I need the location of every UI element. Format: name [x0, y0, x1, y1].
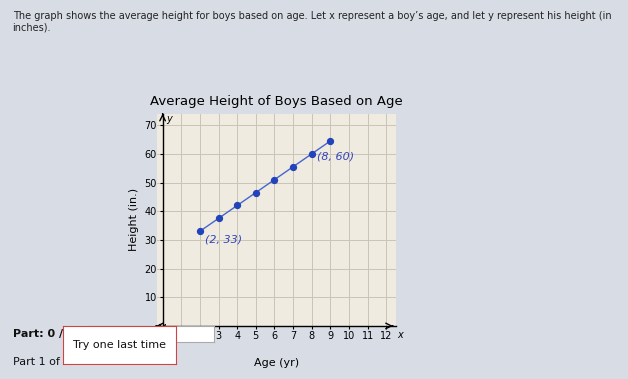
Text: Part: 0 / 2: Part: 0 / 2 [13, 329, 74, 340]
Point [214, 215, 224, 221]
Text: (2, 33): (2, 33) [205, 235, 242, 245]
Point [251, 190, 261, 196]
Y-axis label: Height (in.): Height (in.) [129, 188, 139, 251]
Text: Part 1 of 2: Part 1 of 2 [13, 357, 70, 367]
Point [269, 177, 279, 183]
Point [232, 202, 242, 208]
Point [195, 228, 205, 234]
Text: Try one last time: Try one last time [73, 340, 166, 350]
Title: Average Height of Boys Based on Age: Average Height of Boys Based on Age [150, 96, 403, 108]
Point [306, 151, 317, 157]
Point [325, 138, 335, 144]
Text: (8, 60): (8, 60) [317, 152, 354, 161]
Point [288, 164, 298, 170]
X-axis label: Age (yr): Age (yr) [254, 358, 299, 368]
Text: The graph shows the average height for boys based on age. Let x represent a boy’: The graph shows the average height for b… [13, 11, 611, 33]
Text: y: y [166, 114, 172, 124]
Text: x: x [398, 330, 403, 340]
